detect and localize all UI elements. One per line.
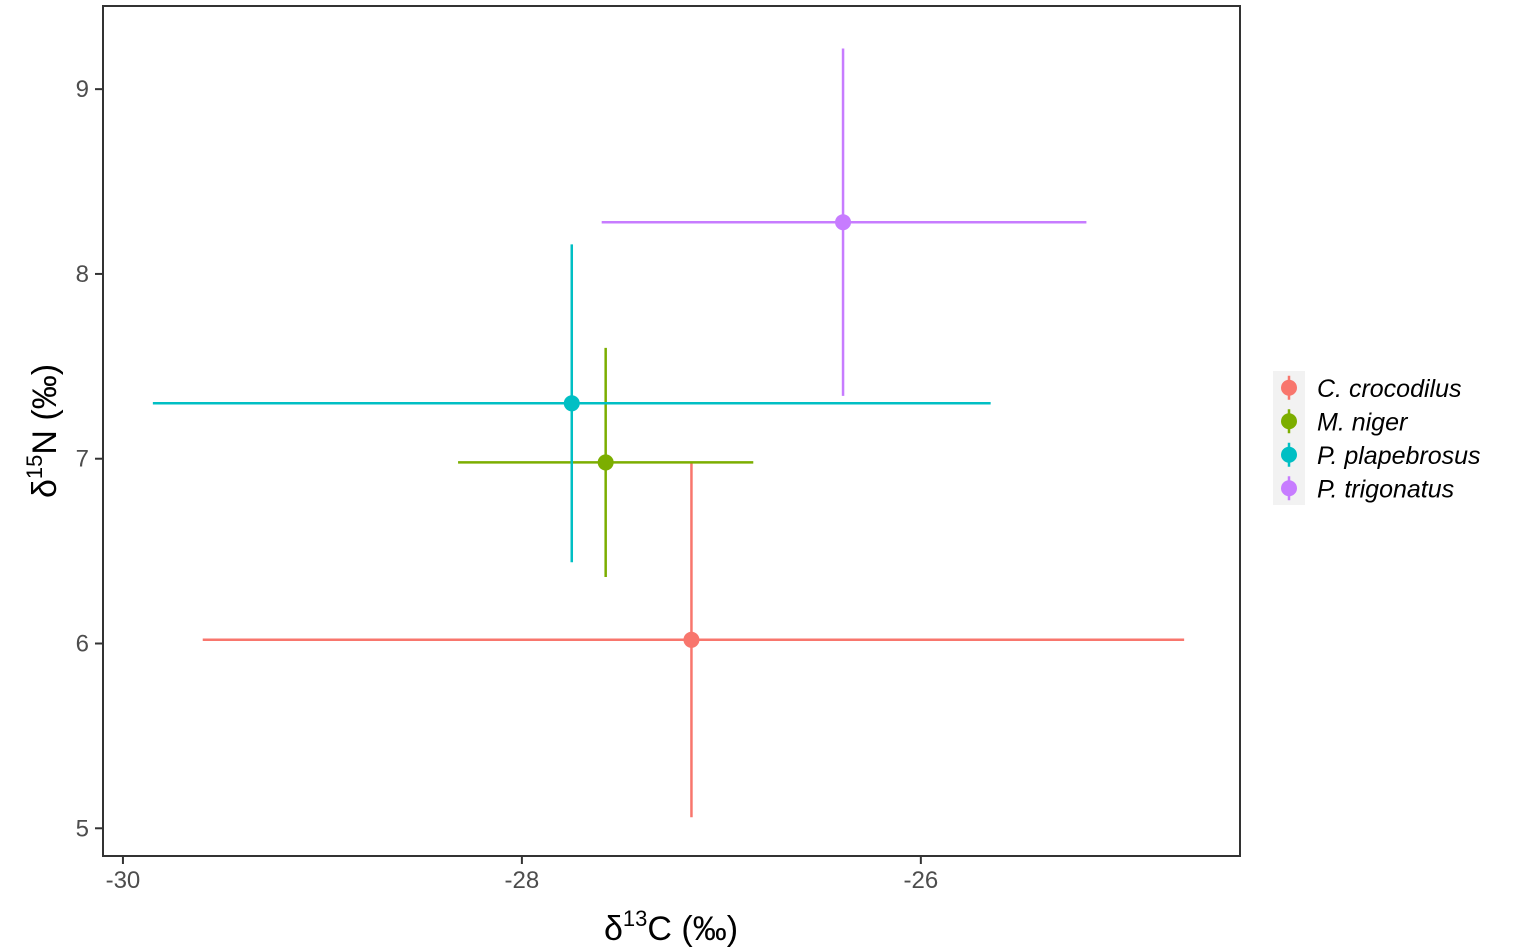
data-point xyxy=(563,395,580,412)
x-axis-title: δ13C (‰) xyxy=(604,906,738,948)
y-axis-ticks: 5 6 7 8 9 xyxy=(76,76,103,842)
panel-background xyxy=(103,6,1240,856)
data-point xyxy=(683,631,700,648)
y-axis-title: δ15N (‰) xyxy=(22,364,64,498)
panel-border xyxy=(102,5,1241,857)
data-point xyxy=(835,214,852,231)
y-tick-label: 8 xyxy=(76,261,89,288)
legend-key-point xyxy=(1281,480,1297,497)
y-tick-label: 9 xyxy=(76,76,89,103)
x-tick-label: -26 xyxy=(903,867,938,894)
legend-key-point xyxy=(1281,379,1297,396)
x-axis-ticks: -30 -28 -26 xyxy=(106,856,938,894)
legend-label: M. niger xyxy=(1317,408,1409,436)
x-tick-label: -28 xyxy=(505,867,540,894)
y-tick-label: 7 xyxy=(76,446,89,473)
legend-label: P. plapebrosus xyxy=(1317,442,1481,470)
legend-label: P. trigonatus xyxy=(1317,475,1454,503)
legend-key-point xyxy=(1281,413,1297,430)
data-points xyxy=(563,214,852,648)
legend-label: C. crocodilus xyxy=(1317,375,1462,403)
legend: C. crocodilus M. niger P. plapebrosus P. tr… xyxy=(1273,371,1481,505)
x-tick-label: -30 xyxy=(106,867,141,894)
legend-key-point xyxy=(1281,446,1297,463)
y-tick-label: 5 xyxy=(76,815,89,842)
y-tick-label: 6 xyxy=(76,631,89,658)
data-point xyxy=(597,454,614,471)
